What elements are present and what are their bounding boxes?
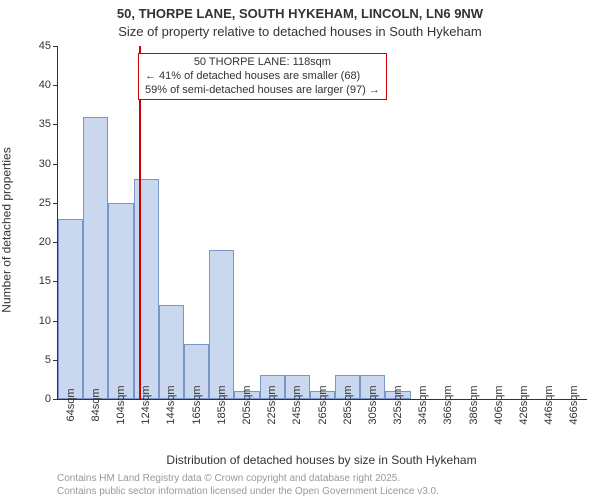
x-tick-label: 64sqm <box>65 388 77 421</box>
x-tick-label: 144sqm <box>165 385 177 424</box>
chart-title-address: 50, THORPE LANE, SOUTH HYKEHAM, LINCOLN,… <box>0 6 600 21</box>
y-tick-label: 25 <box>39 197 58 209</box>
footer-copyright-1: Contains HM Land Registry data © Crown c… <box>57 473 400 484</box>
y-axis-label: Number of detached properties <box>0 53 13 406</box>
x-tick-label: 265sqm <box>317 385 329 424</box>
x-tick-label: 345sqm <box>417 385 429 424</box>
x-tick-label: 285sqm <box>342 385 354 424</box>
y-tick-label: 35 <box>39 118 58 130</box>
x-tick-label: 325sqm <box>392 385 404 424</box>
y-tick-label: 15 <box>39 275 58 287</box>
y-tick-label: 10 <box>39 315 58 327</box>
y-tick-label: 20 <box>39 236 58 248</box>
y-tick-label: 0 <box>45 393 58 405</box>
y-tick-label: 40 <box>39 79 58 91</box>
footer-copyright-2: Contains public sector information licen… <box>57 486 439 497</box>
x-tick-label: 185sqm <box>216 385 228 424</box>
y-tick-label: 45 <box>39 40 58 52</box>
y-tick-label: 30 <box>39 158 58 170</box>
y-tick-label: 5 <box>45 354 58 366</box>
chart-title-subtitle: Size of property relative to detached ho… <box>0 24 600 39</box>
x-tick-label: 446sqm <box>543 385 555 424</box>
chart-container: 50, THORPE LANE, SOUTH HYKEHAM, LINCOLN,… <box>0 0 600 500</box>
histogram-bar <box>58 219 83 399</box>
annotation-title: 50 THORPE LANE: 118sqm <box>145 56 380 70</box>
x-tick-label: 406sqm <box>493 385 505 424</box>
plot-area: 05101520253035404564sqm84sqm104sqm124sqm… <box>57 46 587 400</box>
x-tick-label: 386sqm <box>468 385 480 424</box>
x-tick-label: 205sqm <box>241 385 253 424</box>
histogram-bar <box>209 250 234 399</box>
x-tick-label: 466sqm <box>568 385 580 424</box>
x-tick-label: 426sqm <box>518 385 530 424</box>
x-tick-label: 84sqm <box>90 388 102 421</box>
x-tick-label: 225sqm <box>266 385 278 424</box>
x-tick-label: 366sqm <box>442 385 454 424</box>
histogram-bar <box>83 117 108 399</box>
annotation-smaller: ← 41% of detached houses are smaller (68… <box>145 70 380 84</box>
x-tick-label: 245sqm <box>291 385 303 424</box>
x-tick-label: 305sqm <box>367 385 379 424</box>
x-tick-label: 124sqm <box>140 385 152 424</box>
annotation-box: 50 THORPE LANE: 118sqm← 41% of detached … <box>138 53 387 100</box>
x-tick-label: 165sqm <box>191 385 203 424</box>
x-axis-label: Distribution of detached houses by size … <box>57 453 586 467</box>
histogram-bar <box>108 203 133 399</box>
histogram-bar <box>134 179 159 399</box>
annotation-larger: 59% of semi-detached houses are larger (… <box>145 84 380 98</box>
x-tick-label: 104sqm <box>115 385 127 424</box>
